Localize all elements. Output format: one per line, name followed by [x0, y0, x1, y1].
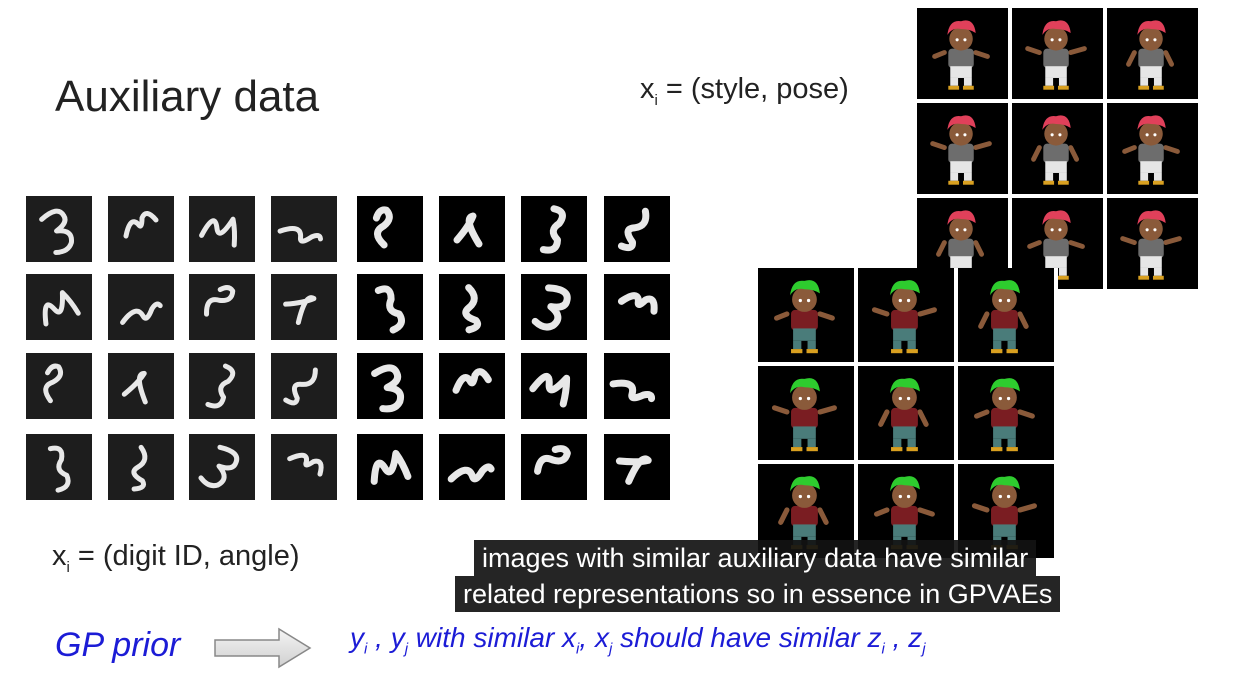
var-y-j: y [390, 622, 405, 653]
sub-i: i [66, 558, 70, 576]
gp-prior-label: GP prior [55, 626, 181, 664]
sprite-thumbnail [758, 268, 854, 362]
right-arrow-icon [214, 627, 312, 669]
comma: , [884, 622, 909, 653]
sub-j: j [922, 640, 926, 658]
slide-title: Auxiliary data [55, 72, 320, 121]
sprite-thumbnail [1107, 198, 1198, 289]
digit-thumbnail [271, 434, 337, 500]
comma: , [367, 622, 391, 653]
sprite-thumbnail [917, 103, 1008, 194]
var-x: x [52, 540, 67, 572]
digit-grid [26, 196, 674, 504]
digit-thumbnail [439, 196, 505, 262]
var-x-i: x [562, 622, 577, 653]
green-sprite-grid [758, 268, 1058, 558]
caption-line-1: images with similar auxiliary data have … [474, 540, 1037, 576]
sub-j: j [404, 640, 409, 658]
digit-thumbnail [108, 196, 174, 262]
sprite-thumbnail [1012, 8, 1103, 99]
sub-i: i [364, 640, 368, 658]
var-x: x [640, 73, 655, 105]
var-y-i: y [350, 622, 364, 653]
digit-thumbnail [271, 196, 337, 262]
sprite-thumbnail [917, 8, 1008, 99]
digit-thumbnail [189, 434, 255, 500]
sprite-thumbnail [758, 366, 854, 460]
digit-thumbnail [439, 353, 505, 419]
text-should-have-similar: should have similar [612, 622, 868, 653]
sprite-thumbnail [1107, 8, 1198, 99]
sprite-thumbnail [858, 268, 954, 362]
var-z-i: z [867, 622, 882, 653]
sub-i: i [654, 91, 658, 109]
label-rest: = (style, pose) [657, 73, 849, 105]
comma: , [579, 622, 595, 653]
digit-thumbnail [189, 274, 255, 340]
digit-thumbnail [521, 274, 587, 340]
digit-thumbnail [357, 196, 423, 262]
digit-thumbnail [189, 196, 255, 262]
var-x-j: x [594, 622, 609, 653]
digit-thumbnail [26, 434, 92, 500]
digit-thumbnail [108, 274, 174, 340]
digit-thumbnail [189, 353, 255, 419]
digit-thumbnail [26, 196, 92, 262]
digit-thumbnail [357, 353, 423, 419]
text-with-similar: with similar [408, 622, 563, 653]
gp-prior-statement: yi , yj with similar xi, xj should have … [350, 622, 926, 658]
sub-j: j [608, 640, 613, 658]
digit-thumbnail [604, 353, 670, 419]
sprite-thumbnail [958, 268, 1054, 362]
red-sprite-grid [917, 8, 1198, 290]
digit-thumbnail [26, 353, 92, 419]
digit-thumbnail [439, 434, 505, 500]
digit-thumbnail [521, 353, 587, 419]
digit-thumbnail [108, 434, 174, 500]
digit-thumbnail [604, 274, 670, 340]
digit-thumbnail [271, 274, 337, 340]
digit-thumbnail [271, 353, 337, 419]
digit-thumbnail [521, 196, 587, 262]
sprite-thumbnail [1012, 103, 1103, 194]
sprite-aux-label: xi = (style, pose) [640, 73, 849, 109]
caption-line-2: related representations so in essence in… [455, 576, 1061, 612]
digit-thumbnail [439, 274, 505, 340]
sub-i: i [881, 640, 885, 658]
digit-thumbnail [357, 274, 423, 340]
digit-thumbnail [26, 274, 92, 340]
sprite-thumbnail [858, 366, 954, 460]
digit-thumbnail [604, 196, 670, 262]
digit-aux-label: xi = (digit ID, angle) [52, 540, 300, 576]
sprite-thumbnail [1107, 103, 1198, 194]
digit-thumbnail [604, 434, 670, 500]
label-rest: = (digit ID, angle) [69, 540, 300, 572]
sub-i: i [576, 640, 580, 658]
digit-thumbnail [108, 353, 174, 419]
digit-thumbnail [357, 434, 423, 500]
var-z-j: z [908, 622, 923, 653]
digit-thumbnail [521, 434, 587, 500]
sprite-thumbnail [958, 366, 1054, 460]
video-caption: images with similar auxiliary data have … [455, 540, 1160, 612]
